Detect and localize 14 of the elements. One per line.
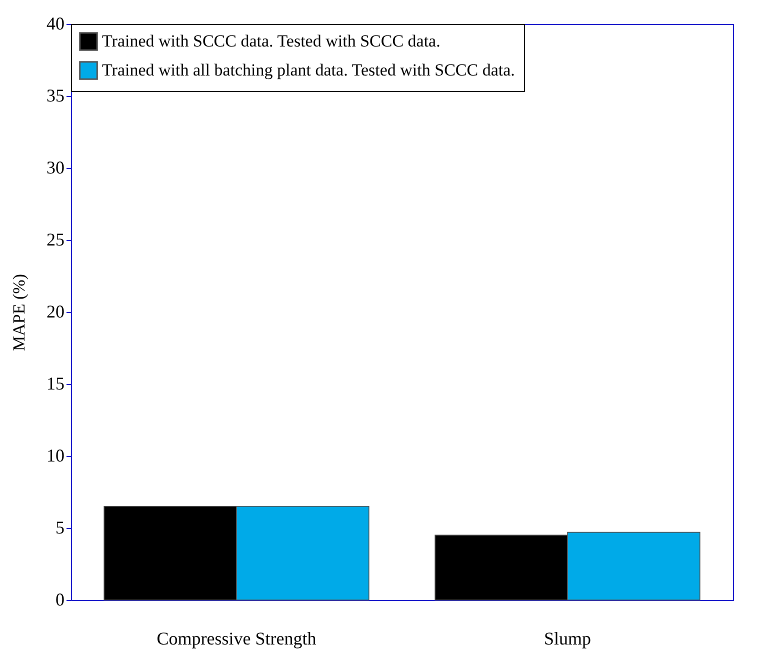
legend-label: Trained with SCCC data. Tested with SCCC data. (102, 32, 440, 50)
y-tick-label: 35 (46, 86, 64, 106)
y-tick-label: 5 (56, 518, 64, 538)
y-tick-label: 10 (46, 446, 64, 466)
y-tick-label: 30 (46, 158, 64, 178)
y-tick-label: 40 (46, 14, 64, 34)
y-axis-title: MAPE (%) (10, 274, 28, 351)
y-tick-label: 15 (46, 374, 64, 394)
x-tick-label: Slump (544, 628, 592, 648)
y-tick-label: 25 (46, 230, 64, 250)
legend-label: Trained with all batching plant data. Tested with SCCC data. (102, 60, 515, 80)
y-tick-label: 20 (46, 302, 64, 322)
x-tick-label: Compressive Strength (156, 628, 316, 648)
y-tick-label: 0 (56, 590, 64, 610)
